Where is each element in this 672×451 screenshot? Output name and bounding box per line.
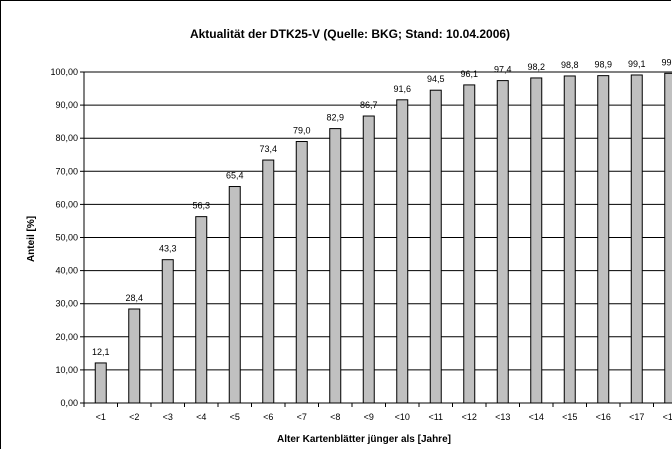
chart-title: Aktualität der DTK25-V (Quelle: BKG; Sta… bbox=[190, 27, 510, 41]
bar bbox=[262, 159, 275, 404]
data-label: 94,5 bbox=[427, 74, 445, 84]
y-tick-label: 100,00 bbox=[50, 67, 78, 77]
y-tick-label: 10,00 bbox=[55, 365, 78, 375]
x-tick-label: <16 bbox=[596, 412, 611, 422]
x-tick-label: <15 bbox=[562, 412, 577, 422]
data-label: 56,3 bbox=[192, 201, 210, 211]
data-labels: 12,1 28,4 43,3 56,3 65,4 73,4 79,0 82,9 86,7 91,6… bbox=[92, 57, 672, 357]
bar bbox=[94, 362, 107, 404]
data-label: 98,2 bbox=[527, 62, 545, 72]
x-tick-label: <13 bbox=[495, 412, 510, 422]
y-tick-label: 20,00 bbox=[55, 332, 78, 342]
data-label: 12,1 bbox=[92, 347, 110, 357]
y-tick-label: 40,00 bbox=[55, 266, 78, 276]
y-tick-label: 70,00 bbox=[55, 166, 78, 176]
data-label: 65,4 bbox=[226, 171, 244, 181]
bar bbox=[228, 186, 241, 404]
y-tick-labels: 0,00 10,00 20,00 30,00 40,00 50,00 60,00 70,00 8… bbox=[50, 67, 78, 408]
bar bbox=[597, 75, 610, 404]
x-tick-label: <12 bbox=[462, 412, 477, 422]
bar bbox=[362, 115, 375, 404]
data-label: 86,7 bbox=[360, 100, 378, 110]
data-label: 99,1 bbox=[628, 59, 646, 69]
x-tick-label: <3 bbox=[163, 412, 173, 422]
axes bbox=[80, 71, 672, 407]
y-tick-label: 60,00 bbox=[55, 199, 78, 209]
x-tick-label: <6 bbox=[263, 412, 273, 422]
data-label: 98,9 bbox=[594, 60, 612, 70]
x-tick-label: <17 bbox=[629, 412, 644, 422]
data-label: 97,4 bbox=[494, 65, 512, 75]
x-tick-label: <1 bbox=[96, 412, 106, 422]
bar bbox=[329, 128, 342, 404]
data-label: 99,6 bbox=[661, 57, 672, 67]
bar bbox=[664, 72, 672, 404]
x-tick-label: <2 bbox=[129, 412, 139, 422]
bar bbox=[463, 84, 476, 404]
bars bbox=[94, 72, 672, 404]
bar bbox=[161, 259, 174, 404]
y-tick-label: 50,00 bbox=[55, 233, 78, 243]
x-tick-label: <7 bbox=[297, 412, 307, 422]
x-tick-label: <10 bbox=[395, 412, 410, 422]
x-tick-label: <4 bbox=[196, 412, 206, 422]
x-tick-label: <18 bbox=[663, 412, 672, 422]
x-tick-label: <11 bbox=[428, 412, 443, 422]
bar bbox=[630, 74, 643, 404]
data-label: 91,6 bbox=[393, 84, 411, 94]
bar bbox=[563, 75, 576, 404]
data-label: 79,0 bbox=[293, 126, 311, 136]
data-label: 82,9 bbox=[326, 113, 344, 123]
data-label: 98,8 bbox=[561, 60, 579, 70]
y-tick-label: 0,00 bbox=[60, 398, 78, 408]
y-tick-label: 90,00 bbox=[55, 100, 78, 110]
x-tick-label: <5 bbox=[230, 412, 240, 422]
y-tick-label: 80,00 bbox=[55, 133, 78, 143]
bar bbox=[429, 89, 442, 404]
x-axis-label: Alter Kartenblätter jünger als [Jahre] bbox=[277, 434, 451, 445]
bar bbox=[128, 308, 141, 404]
x-tick-label: <14 bbox=[529, 412, 544, 422]
bar bbox=[396, 99, 409, 404]
y-tick-label: 30,00 bbox=[55, 299, 78, 309]
x-tick-labels: <1 <2 <3 <4 <5 <6 <7 <8 <9 <10 <11 <12 <13 <14 <15 <16 <… bbox=[96, 412, 672, 422]
bar bbox=[530, 77, 543, 404]
bar bbox=[496, 80, 509, 404]
data-label: 28,4 bbox=[125, 293, 143, 303]
x-tick-label: <9 bbox=[364, 412, 374, 422]
data-label: 73,4 bbox=[259, 144, 277, 154]
x-tick-label: <8 bbox=[330, 412, 340, 422]
bar bbox=[295, 141, 308, 404]
y-axis-label: Anteil [%] bbox=[26, 216, 37, 262]
bar bbox=[195, 216, 208, 404]
data-label: 96,1 bbox=[460, 69, 478, 79]
data-label: 43,3 bbox=[159, 244, 177, 254]
